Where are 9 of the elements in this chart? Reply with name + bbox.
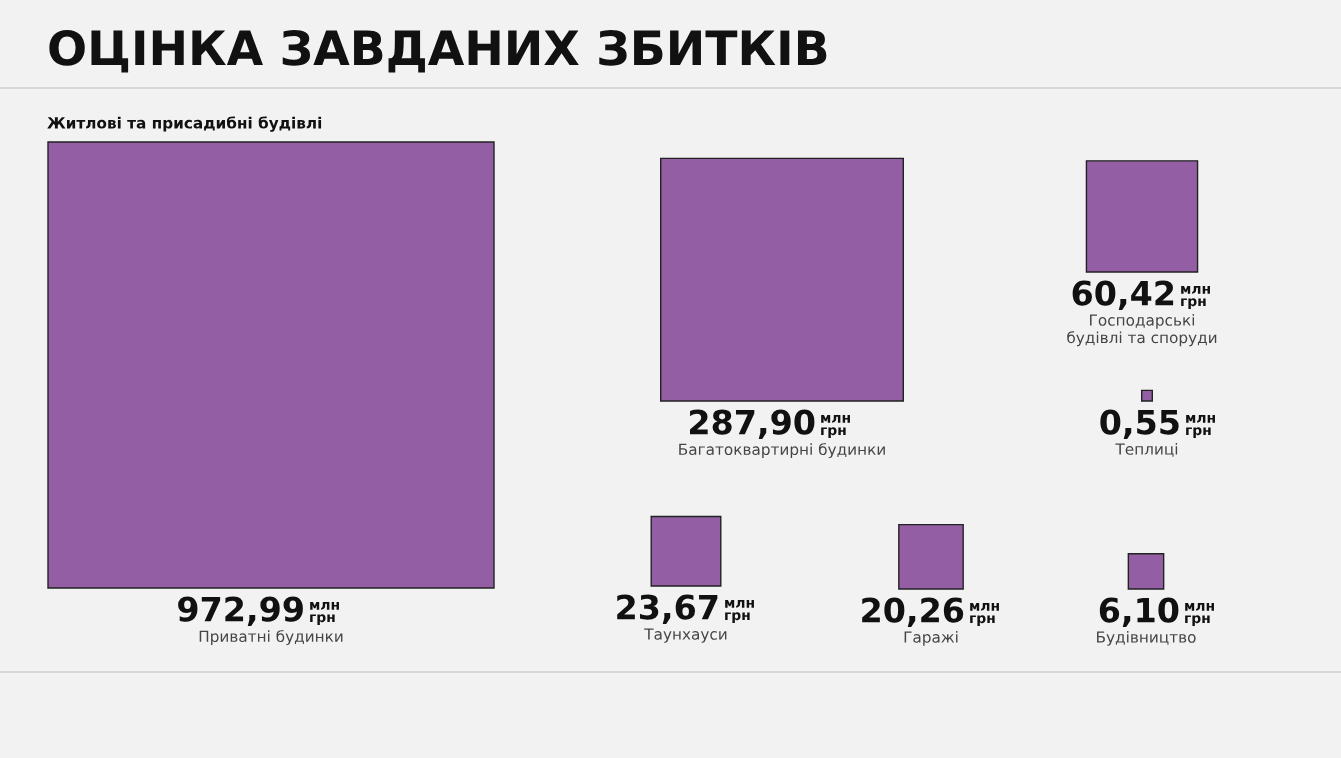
category-label: Теплиці [1115, 443, 1178, 457]
text: ОЦІНКА ЗАВДАНИХ ЗБИТКІВ [49, 29, 827, 73]
category-label: Багатоквартирні будинки [679, 443, 885, 459]
category-label: Будівництво [1097, 631, 1196, 646]
category-label: Приватні будинки [199, 630, 343, 646]
category-label: Господарські будівлі та споруди [1067, 314, 1217, 347]
text: Житлові та присадибні будівлі [47, 116, 322, 132]
category-label: Таунхауси [644, 628, 727, 643]
category-label: Гаражі [904, 631, 958, 646]
